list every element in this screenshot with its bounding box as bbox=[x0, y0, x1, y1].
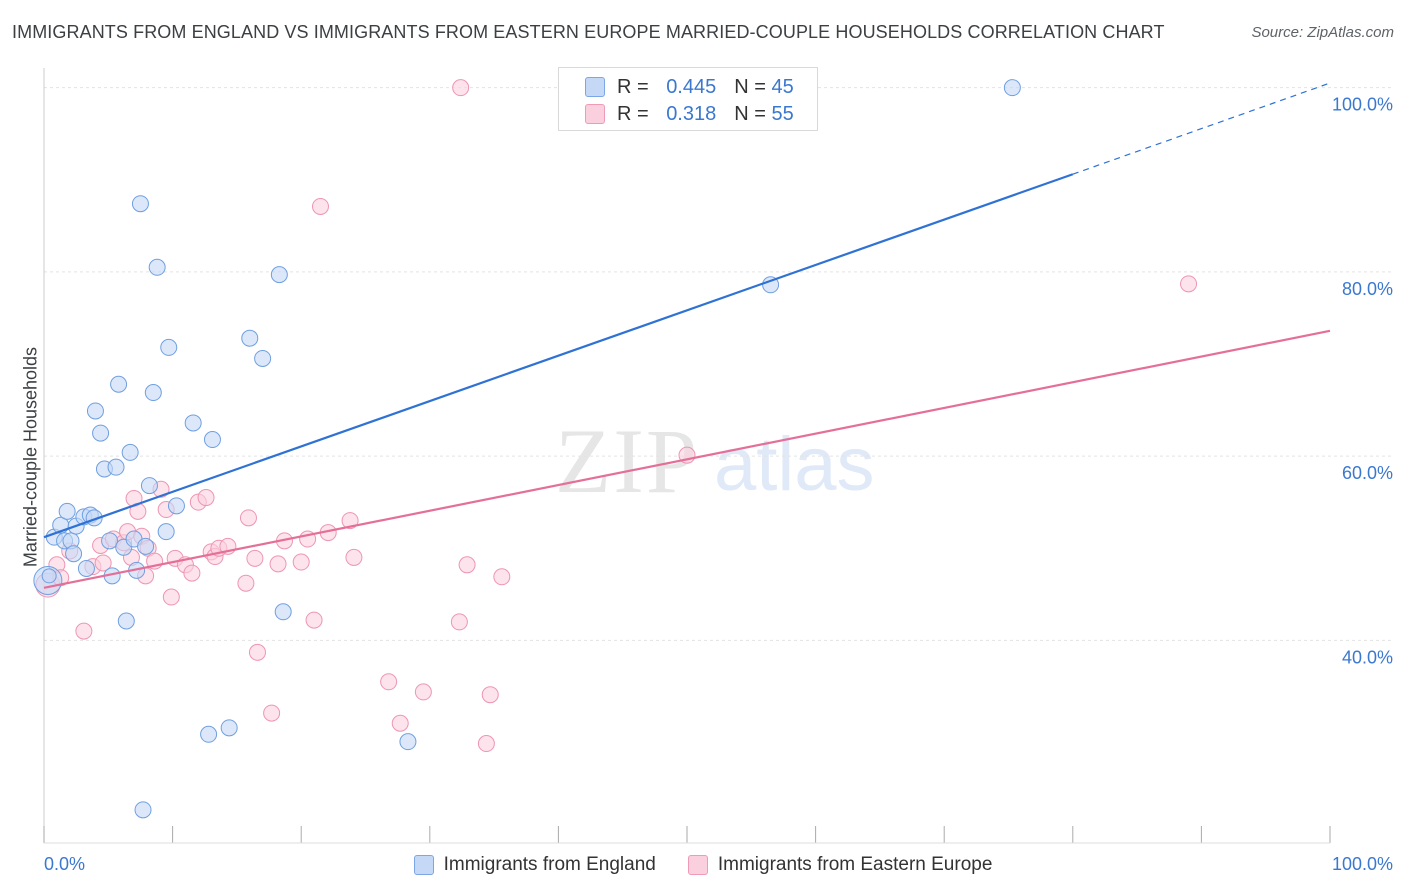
point-eastern-europe bbox=[292, 553, 310, 571]
point-eastern-europe bbox=[305, 611, 323, 629]
point-eastern-europe bbox=[414, 683, 432, 701]
point-eastern-europe bbox=[345, 548, 363, 566]
point-eastern-europe bbox=[94, 554, 112, 572]
x-tick-label: 100.0% bbox=[1332, 854, 1393, 874]
point-eastern-europe bbox=[239, 509, 257, 527]
series-label-eastern-europe: Immigrants from Eastern Europe bbox=[717, 854, 993, 875]
point-england bbox=[274, 603, 292, 621]
chart-title: IMMIGRANTS FROM ENGLAND VS IMMIGRANTS FR… bbox=[12, 22, 1165, 42]
point-england bbox=[41, 568, 57, 584]
y-tick-label: 100.0% bbox=[1332, 95, 1393, 115]
watermark-atlas: atlas bbox=[714, 422, 875, 507]
point-england bbox=[270, 266, 288, 284]
point-eastern-europe bbox=[263, 704, 281, 722]
point-england bbox=[77, 559, 95, 577]
point-eastern-europe bbox=[481, 686, 499, 704]
point-england bbox=[1003, 79, 1021, 97]
legend-n-label: N = bbox=[734, 75, 766, 98]
point-eastern-europe bbox=[452, 79, 470, 97]
point-england bbox=[65, 545, 83, 563]
point-england bbox=[58, 502, 76, 520]
point-eastern-europe bbox=[269, 555, 287, 573]
series-swatch-eastern-europe bbox=[687, 855, 708, 875]
watermark: ZIP atlas bbox=[555, 410, 875, 512]
point-england bbox=[134, 801, 152, 819]
legend-r-value-england: 0.445 bbox=[666, 75, 717, 98]
point-eastern-europe bbox=[237, 574, 255, 592]
point-eastern-europe bbox=[162, 588, 180, 606]
trend-line-england bbox=[43, 173, 1074, 539]
legend-r-label: R = bbox=[617, 75, 649, 98]
point-eastern-europe bbox=[450, 613, 468, 631]
series-swatch-england bbox=[413, 855, 434, 875]
point-england bbox=[107, 458, 125, 476]
point-england bbox=[220, 719, 238, 737]
point-england bbox=[254, 349, 272, 367]
y-tick-label: 60.0% bbox=[1342, 463, 1393, 483]
point-eastern-europe bbox=[248, 643, 266, 661]
point-eastern-europe bbox=[197, 489, 215, 507]
point-england bbox=[184, 414, 202, 432]
point-england bbox=[92, 424, 110, 442]
point-eastern-europe bbox=[1180, 275, 1198, 293]
point-eastern-europe bbox=[391, 714, 409, 732]
point-england bbox=[200, 725, 218, 743]
point-eastern-europe bbox=[246, 549, 264, 567]
legend-row-england: R = 0.445 N = 45 bbox=[585, 75, 794, 99]
point-england bbox=[117, 612, 135, 630]
source-credit: Source: ZipAtlas.com bbox=[1251, 24, 1394, 41]
point-england bbox=[203, 431, 221, 449]
legend-row-eastern-europe: R = 0.318 N = 55 bbox=[585, 102, 794, 126]
y-axis-title: Married-couple Households bbox=[20, 346, 41, 568]
point-england bbox=[121, 443, 139, 461]
point-eastern-europe bbox=[183, 564, 201, 582]
y-tick-label: 40.0% bbox=[1342, 647, 1393, 667]
correlation-legend: R = 0.445 N = 45 R = 0.318 N = 55 bbox=[558, 67, 818, 131]
point-eastern-europe bbox=[75, 622, 93, 640]
series-legend-england: Immigrants from England bbox=[413, 854, 656, 876]
point-eastern-europe bbox=[341, 512, 359, 530]
point-england bbox=[160, 338, 178, 356]
series-legend-eastern-europe: Immigrants from Eastern Europe bbox=[687, 854, 993, 876]
point-england bbox=[137, 537, 155, 555]
legend-r-label: R = bbox=[617, 102, 649, 125]
legend-n-value-england: 45 bbox=[771, 75, 794, 98]
trend-line-eastern-europe bbox=[43, 329, 1331, 589]
point-eastern-europe bbox=[458, 556, 476, 574]
point-england bbox=[86, 402, 104, 420]
point-eastern-europe bbox=[493, 568, 511, 586]
legend-n-label: N = bbox=[734, 102, 766, 125]
legend-r-value-eastern-europe: 0.318 bbox=[666, 102, 717, 125]
point-england bbox=[241, 329, 259, 347]
point-england bbox=[148, 258, 166, 276]
series-label-england: Immigrants from England bbox=[443, 854, 656, 875]
point-eastern-europe bbox=[477, 735, 495, 753]
point-england bbox=[131, 195, 149, 213]
trend-line-england-extension bbox=[1072, 82, 1331, 175]
point-eastern-europe bbox=[311, 197, 329, 215]
x-tick-label: 0.0% bbox=[44, 854, 85, 874]
legend-n-value-eastern-europe: 55 bbox=[771, 102, 794, 125]
point-eastern-europe bbox=[380, 673, 398, 691]
point-england bbox=[144, 384, 162, 402]
point-england bbox=[167, 497, 185, 515]
y-tick-label: 80.0% bbox=[1342, 279, 1393, 299]
series-legend: Immigrants from England Immigrants from … bbox=[0, 852, 1406, 878]
legend-swatch-england bbox=[585, 77, 605, 97]
point-england bbox=[101, 532, 119, 550]
point-england bbox=[110, 375, 128, 393]
point-england bbox=[157, 523, 175, 541]
point-england bbox=[399, 733, 417, 751]
point-england bbox=[140, 477, 158, 495]
legend-swatch-eastern-europe bbox=[585, 104, 605, 124]
